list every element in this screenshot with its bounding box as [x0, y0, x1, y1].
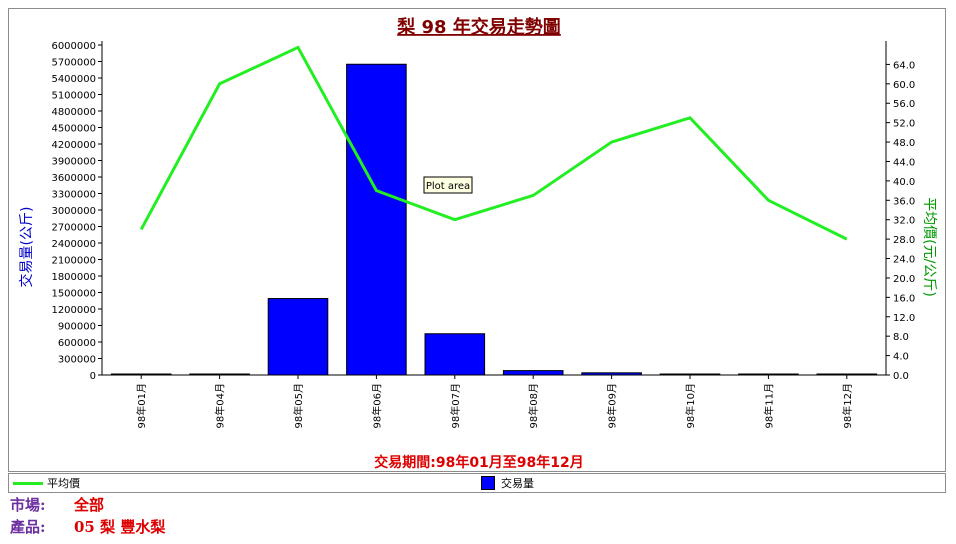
y2-tick-label: 28.0	[893, 235, 915, 246]
y2-tick-label: 48.0	[893, 138, 915, 149]
x-tick-label: 98年05月	[292, 383, 305, 428]
chart-frame: 梨 98 年交易走勢圖 交易期間:98年01月至98年12月 交易量(公斤) 平…	[8, 8, 946, 472]
y2-tick-label: 44.0	[893, 157, 915, 168]
y-tick-label: 3000000	[51, 206, 96, 217]
y2-tick-label: 16.0	[893, 293, 915, 304]
price-series-line	[139, 45, 848, 241]
product-value: 05 梨 豐水梨	[74, 518, 166, 536]
y2-tick-label: 12.0	[893, 313, 915, 324]
y-tick-label: 0	[90, 371, 96, 382]
y-tick-label: 2400000	[51, 239, 96, 250]
x-tick-label: 98年11月	[762, 383, 775, 428]
y2-tick-label: 8.0	[893, 332, 909, 343]
y-tick-label: 5700000	[51, 58, 96, 69]
bar	[110, 373, 172, 376]
plot-area-tooltip: Plot area	[423, 176, 473, 194]
y-tick-label: 5400000	[51, 74, 96, 85]
y-tick-label: 1200000	[51, 305, 96, 316]
x-tick-label: 98年10月	[684, 383, 697, 428]
x-tick-label: 98年09月	[606, 383, 619, 428]
legend-label-price: 平均價	[47, 477, 80, 490]
y-tick-label: 5100000	[51, 91, 96, 102]
info-panel: 市場: 全部 產品: 05 梨 豐水梨	[10, 494, 165, 538]
y-tick-label: 3300000	[51, 190, 96, 201]
y-tick-label: 1800000	[51, 272, 96, 283]
chart-title: 梨 98 年交易走勢圖	[397, 16, 561, 38]
legend: 平均價 交易量	[8, 473, 946, 493]
y-tick-label: 300000	[58, 355, 96, 366]
bar	[581, 372, 642, 376]
bar	[346, 63, 407, 376]
x-tick-label: 98年08月	[527, 383, 540, 428]
y2-axis-label: 平均價(元/公斤)	[921, 197, 938, 297]
y-tick-label: 4500000	[51, 124, 96, 135]
legend-line-swatch	[13, 481, 43, 485]
x-tick-label: 98年12月	[841, 383, 854, 428]
market-row: 市場: 全部	[10, 494, 165, 516]
y-tick-label: 4200000	[51, 140, 96, 151]
legend-bar-swatch	[481, 476, 495, 490]
y2-tick-label: 56.0	[893, 99, 915, 110]
y-tick-label: 3900000	[51, 157, 96, 168]
market-value: 全部	[74, 496, 105, 514]
x-tick-label: 98年06月	[370, 383, 383, 428]
legend-label-volume: 交易量	[501, 477, 534, 490]
y-axis-label: 交易量(公斤)	[18, 207, 35, 288]
y2-tick-label: 60.0	[893, 80, 915, 91]
bar	[659, 373, 721, 376]
y2-tick-label: 24.0	[893, 255, 915, 266]
x-tick-label: 98年04月	[214, 383, 227, 428]
product-label: 產品:	[10, 518, 46, 536]
legend-item-price: 平均價	[13, 474, 80, 492]
plot-area-tooltip-text: Plot area	[426, 181, 470, 192]
y2-tick-label: 36.0	[893, 196, 915, 207]
y-tick-label: 2700000	[51, 223, 96, 234]
product-row: 產品: 05 梨 豐水梨	[10, 516, 165, 538]
y-tick-label: 3600000	[51, 173, 96, 184]
bar	[502, 370, 564, 376]
y-tick-label: 2100000	[51, 256, 96, 267]
bar	[189, 373, 250, 376]
plot-area: 0 300000 600000 900000 1200000 1500000 1800000…	[51, 41, 915, 428]
legend-item-volume: 交易量	[481, 474, 534, 492]
y2-tick-label: 0.0	[893, 371, 909, 382]
y2-tick-label: 64.0	[893, 60, 915, 71]
x-tick-label: 98年01月	[135, 383, 148, 428]
x-tick-label: 98年07月	[449, 383, 462, 428]
y2-tick-label: 52.0	[893, 119, 915, 130]
market-label: 市場:	[10, 496, 46, 514]
bar	[816, 373, 878, 376]
y2-tick-label: 40.0	[893, 177, 915, 188]
y2-tick-label: 32.0	[893, 216, 915, 227]
bar	[267, 298, 329, 376]
y2-tick-label: 20.0	[893, 274, 915, 285]
y-tick-label: 900000	[58, 322, 96, 333]
bar	[424, 333, 486, 376]
y-tick-label: 4800000	[51, 107, 96, 118]
y-tick-label: 600000	[58, 338, 96, 349]
bar	[738, 373, 799, 376]
y-tick-label: 6000000	[51, 41, 96, 52]
x-axis-label: 交易期間:98年01月至98年12月	[374, 454, 584, 471]
y-tick-label: 1500000	[51, 289, 96, 300]
y2-tick-label: 4.0	[893, 352, 909, 363]
chart-svg: 梨 98 年交易走勢圖 交易期間:98年01月至98年12月 交易量(公斤) 平…	[18, 16, 938, 471]
